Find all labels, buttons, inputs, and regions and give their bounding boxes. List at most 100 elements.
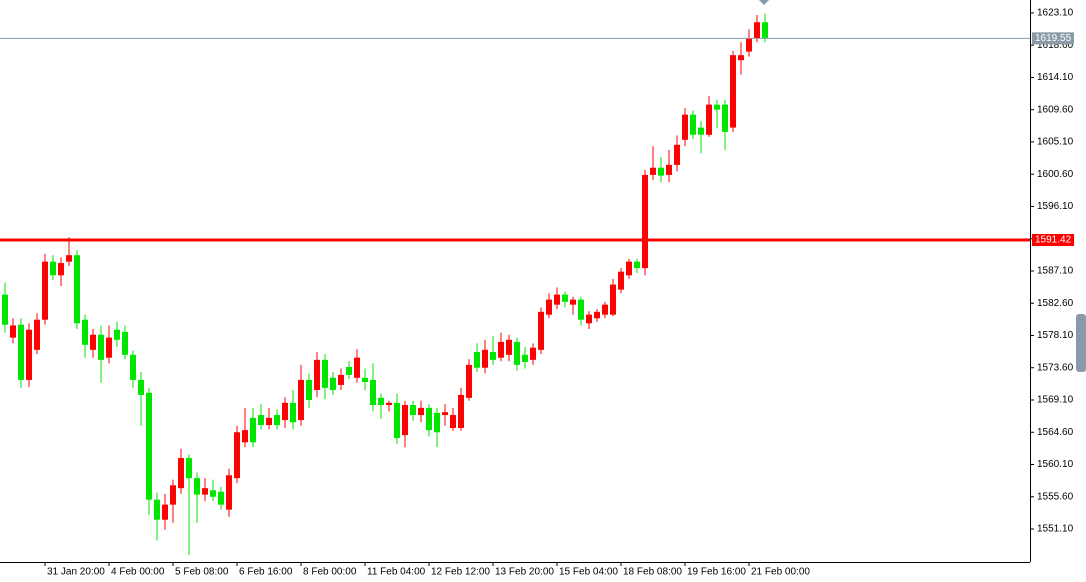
candle-body [562, 294, 568, 302]
y-tick-label: 1551.10 [1037, 524, 1074, 535]
candle-body [66, 255, 72, 262]
shift-marker[interactable] [759, 0, 769, 5]
y-tick-label: 1623.10 [1037, 8, 1074, 19]
candle-body [50, 261, 56, 276]
candle-body [722, 104, 728, 132]
candle-body [594, 311, 600, 319]
y-tick-label: 1596.10 [1037, 201, 1074, 212]
x-tick-label: 6 Feb 16:00 [239, 567, 293, 578]
candle-body [458, 394, 464, 428]
candle-body [330, 377, 336, 390]
candle-body [482, 349, 488, 368]
x-tick-label: 12 Feb 12:00 [431, 567, 490, 578]
y-tick-label: 1569.10 [1037, 395, 1074, 406]
candle-body [674, 144, 680, 165]
candle-body [586, 314, 592, 324]
candle-body [498, 341, 504, 358]
candle-body [490, 351, 496, 360]
candle-body [402, 405, 408, 436]
candle-body [138, 379, 144, 395]
y-tick-label: 1609.60 [1037, 104, 1074, 115]
candle-body [570, 299, 576, 305]
candle-body [210, 490, 216, 497]
candle-body [754, 22, 760, 38]
candle-body [658, 167, 664, 176]
y-tick-label: 1564.60 [1037, 427, 1074, 438]
y-tick-label: 1587.10 [1037, 266, 1074, 277]
candle-body [42, 261, 48, 320]
y-tick-label: 1614.10 [1037, 72, 1074, 83]
candle-body [410, 405, 416, 416]
candle-body [378, 397, 384, 406]
x-tick-label: 11 Feb 04:00 [367, 567, 426, 578]
candle-body [58, 263, 64, 276]
x-tick-label: 5 Feb 08:00 [175, 567, 229, 578]
candle-body [154, 499, 160, 520]
candle-body [546, 299, 552, 315]
candle-body [682, 114, 688, 140]
candle-body [514, 341, 520, 365]
candle-body [346, 367, 352, 375]
candle-body [602, 304, 608, 315]
candle-body [298, 379, 304, 421]
candle-body [506, 339, 512, 355]
candle-body [618, 271, 624, 290]
candle-body [274, 415, 280, 426]
candle-body [186, 458, 192, 479]
x-tick-label: 21 Feb 00:00 [751, 567, 810, 578]
candle-body [258, 415, 264, 426]
candle-body [434, 412, 440, 433]
candle-body [354, 357, 360, 378]
candle-body [538, 311, 544, 350]
candle-body [74, 255, 80, 324]
candle-body [706, 104, 712, 135]
candle-body [730, 55, 736, 128]
candle-body [266, 417, 272, 426]
candle-body [738, 55, 744, 61]
x-tick-label: 31 Jan 20:00 [47, 567, 105, 578]
candle-body [98, 334, 104, 360]
scroll-handle[interactable] [1076, 314, 1086, 372]
candle-body [170, 485, 176, 505]
candle-body [290, 402, 296, 423]
candle-body [746, 37, 752, 52]
candle-body [322, 359, 328, 388]
candle-body [122, 331, 128, 355]
y-tick-label: 1573.60 [1037, 362, 1074, 373]
candle-body [530, 347, 536, 360]
candle-body [250, 417, 256, 443]
candle-body [282, 402, 288, 421]
candle-body [522, 354, 528, 363]
candle-body [418, 407, 424, 416]
y-tick-label: 1582.60 [1037, 298, 1074, 309]
candle-body [634, 261, 640, 269]
candle-body [554, 294, 560, 305]
candle-body [714, 104, 720, 110]
x-tick-label: 18 Feb 08:00 [623, 567, 682, 578]
candle-body [82, 319, 88, 345]
candle-body [18, 324, 24, 380]
candle-body [338, 374, 344, 385]
candle-body [306, 379, 312, 400]
y-tick-label: 1555.60 [1037, 491, 1074, 502]
candle-body [234, 432, 240, 479]
candle-body [450, 415, 456, 428]
x-tick-label: 4 Feb 00:00 [111, 567, 165, 578]
candle-body [370, 379, 376, 406]
y-tick-label: 1618.60 [1037, 40, 1074, 51]
candle-body [690, 114, 696, 135]
y-tick-label: 1605.10 [1037, 137, 1074, 148]
candle-body [314, 359, 320, 390]
candle-body [610, 284, 616, 315]
x-tick-label: 15 Feb 04:00 [559, 567, 618, 578]
price-label: 1591.42 [1035, 235, 1072, 246]
candle-body [218, 491, 224, 505]
candle-body [114, 329, 120, 340]
candle-body [626, 261, 632, 276]
price-label-box [1032, 233, 1074, 246]
candle-body [26, 329, 32, 380]
price-label-box [1032, 32, 1074, 45]
candle-body [578, 299, 584, 320]
